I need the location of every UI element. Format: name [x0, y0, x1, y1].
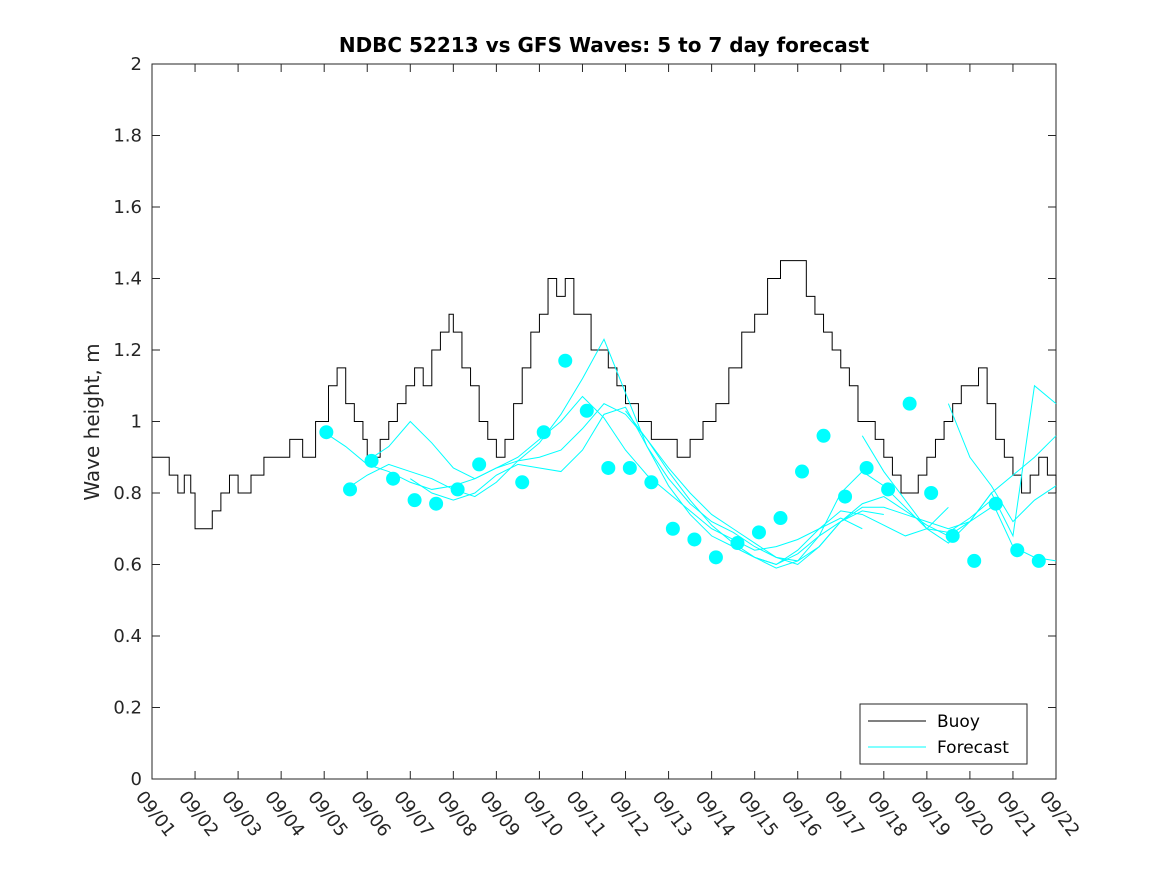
- forecast-point: [967, 553, 982, 568]
- forecast-point: [988, 496, 1003, 511]
- forecast-point: [687, 532, 702, 547]
- forecast-point: [472, 457, 487, 472]
- y-tick-label: 1: [131, 412, 142, 433]
- forecast-point: [795, 464, 810, 479]
- y-tick-label: 1.8: [113, 126, 142, 147]
- legend-box: [859, 703, 1028, 765]
- forecast-point: [708, 550, 723, 565]
- forecast-point: [773, 511, 788, 526]
- forecast-line: [861, 384, 1057, 544]
- y-tick-label: 0.2: [113, 698, 142, 719]
- chart-title: NDBC 52213 vs GFS Waves: 5 to 7 day fore…: [339, 33, 870, 57]
- forecast-point: [601, 460, 616, 475]
- forecast-point: [751, 525, 766, 540]
- forecast-point: [515, 475, 530, 490]
- forecast-point: [429, 496, 444, 511]
- forecast-point: [558, 353, 573, 368]
- forecast-point: [343, 482, 358, 497]
- legend-forecast-label: Forecast: [937, 738, 1009, 758]
- forecast-point: [924, 486, 939, 500]
- y-axis-label: Wave height, m: [80, 343, 104, 500]
- forecast-point: [665, 521, 680, 536]
- forecast-point: [364, 453, 379, 468]
- y-tick-label: 0: [131, 769, 142, 790]
- legend: Buoy Forecast: [859, 703, 1028, 765]
- forecast-point: [816, 428, 831, 443]
- forecast-line: [410, 406, 992, 566]
- forecast-line: [323, 395, 863, 551]
- forecast-point: [319, 425, 334, 440]
- forecast-point: [450, 482, 465, 497]
- buoy-line: [152, 260, 1057, 530]
- forecast-point: [859, 460, 874, 475]
- forecast-point: [579, 403, 594, 418]
- forecast-point: [622, 460, 637, 475]
- forecast-point: [644, 475, 659, 490]
- forecast-point: [536, 425, 551, 440]
- forecast-point: [407, 493, 422, 508]
- forecast-point: [730, 536, 745, 551]
- forecast-point: [1010, 543, 1025, 558]
- y-tick-label: 1.4: [113, 269, 142, 290]
- y-tick-label: 2: [131, 54, 142, 75]
- y-tick-label: 0.4: [113, 626, 142, 647]
- forecast-point: [386, 471, 401, 486]
- forecast-line: [754, 470, 1057, 569]
- forecast-point: [945, 528, 960, 543]
- forecast-line: [345, 338, 884, 566]
- y-tick-label: 1.6: [113, 197, 142, 218]
- forecast-point: [881, 482, 896, 497]
- legend-buoy-label: Buoy: [937, 712, 980, 732]
- forecast-point: [1031, 553, 1046, 568]
- forecast-point: [838, 489, 853, 504]
- forecast-point: [902, 396, 917, 411]
- y-tick-label: 0.8: [113, 483, 142, 504]
- y-tick-label: 1.2: [113, 340, 142, 361]
- y-tick-label: 0.6: [113, 555, 142, 576]
